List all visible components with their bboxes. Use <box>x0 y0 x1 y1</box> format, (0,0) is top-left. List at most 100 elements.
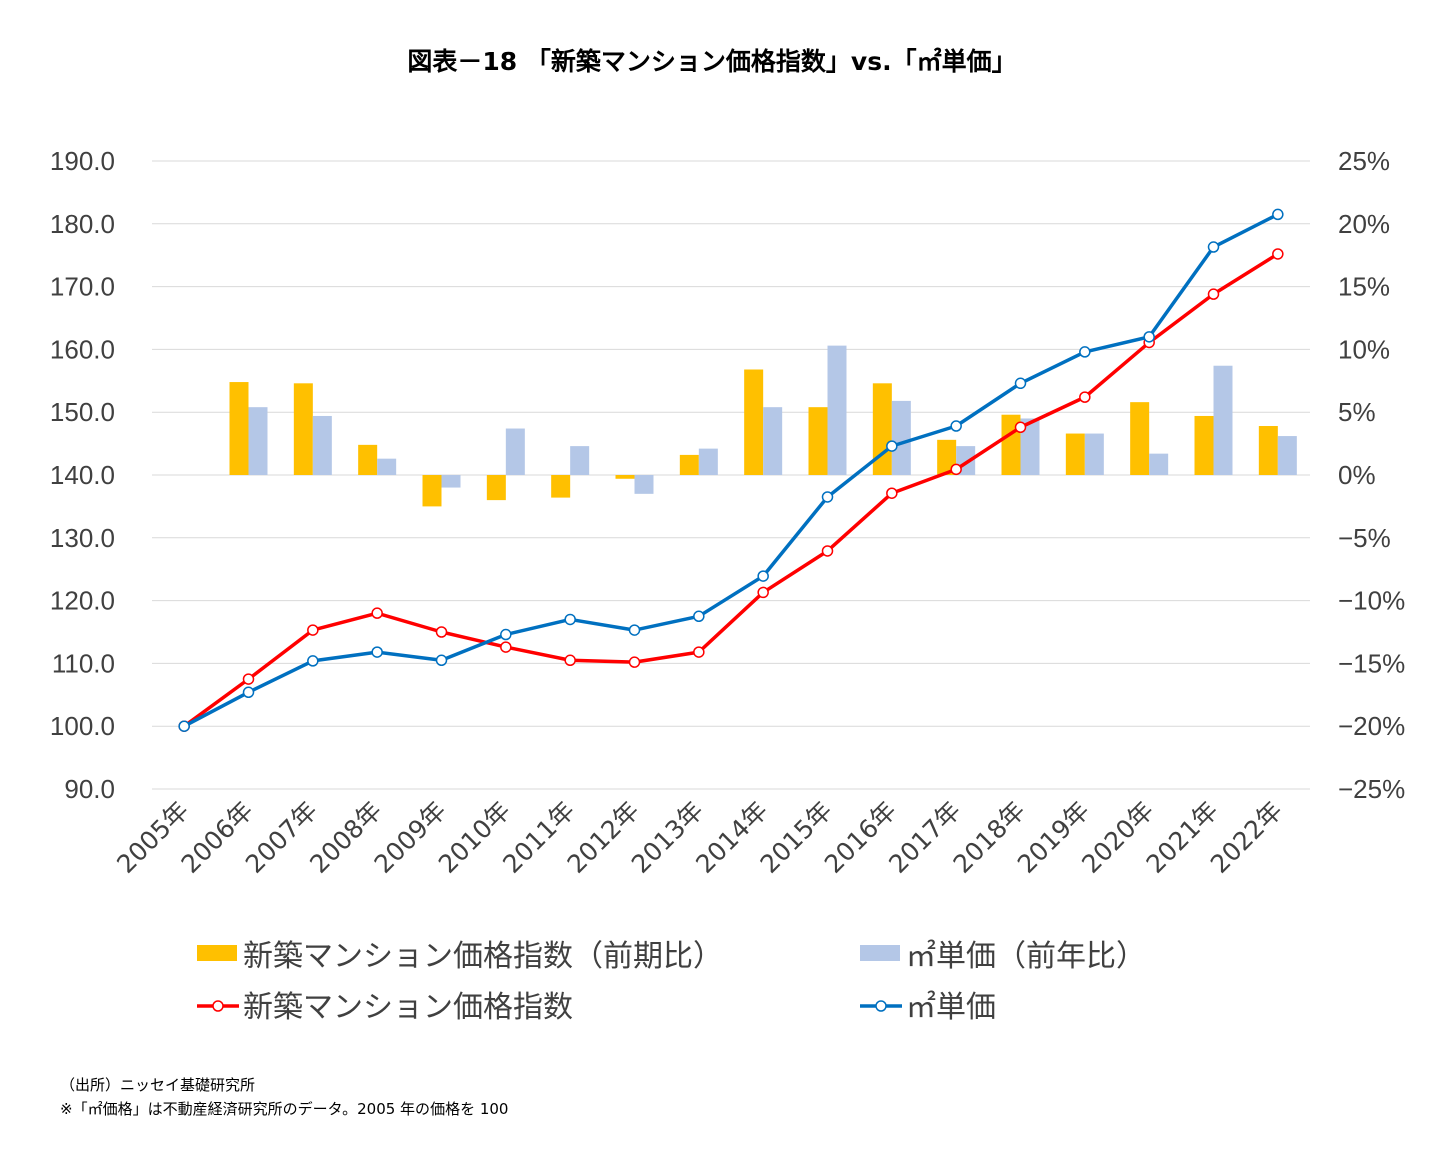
bar-sqm-change <box>634 475 654 494</box>
bar-index-change <box>551 475 571 498</box>
source-note: （出所）ニッセイ基礎研究所 <box>60 1076 256 1094</box>
right-tick-label: −20% <box>1338 711 1405 741</box>
x-tick-label: 2012年 <box>562 796 645 879</box>
bar-sqm-change <box>441 475 461 488</box>
point-sqm-price <box>1143 331 1155 343</box>
point-price-index <box>693 646 705 658</box>
bar-sqm-change <box>1149 453 1169 475</box>
point-sqm-price <box>178 720 190 732</box>
line-sqm-price <box>183 212 1279 728</box>
legend-swatch <box>197 945 237 961</box>
bar-index-change <box>679 454 699 475</box>
legend-label: 新築マンション価格指数（前期比） <box>243 939 723 974</box>
point-price-index <box>371 607 383 619</box>
left-tick-label: 100.0 <box>50 711 115 741</box>
point-sqm-price <box>886 440 898 452</box>
right-tick-label: −10% <box>1338 586 1405 616</box>
point-sqm-price <box>1272 208 1284 221</box>
x-tick-label: 2006年 <box>176 796 259 879</box>
bar-sqm-change <box>570 446 590 475</box>
chart-title: 図表－18 「新築マンション価格指数」vs.「㎡単価」 <box>407 47 1016 76</box>
point-price-index <box>307 624 319 636</box>
point-price-index <box>628 656 641 668</box>
x-tick-label: 2010年 <box>433 796 516 879</box>
point-price-index <box>821 545 834 557</box>
x-tick-label: 2019年 <box>1012 796 1095 879</box>
bar-sqm-change <box>1084 433 1104 475</box>
x-tick-label: 2011年 <box>497 796 580 879</box>
bar-index-change <box>615 475 635 479</box>
bar-sqm-change <box>1277 436 1297 475</box>
point-price-index <box>564 654 576 667</box>
point-sqm-price <box>757 570 769 582</box>
remark-note: ※「㎡価格」は不動産経済研究所のデータ。2005 年の価格を 100 <box>60 1100 509 1118</box>
x-tick-label: 2007年 <box>240 796 323 879</box>
bar-index-change <box>486 475 506 501</box>
x-tick-label: 2021年 <box>1141 796 1224 879</box>
point-price-index <box>950 463 962 476</box>
bar-index-change <box>1258 426 1278 475</box>
legend-marker <box>875 1000 887 1012</box>
left-tick-label: 90.0 <box>64 774 115 804</box>
point-price-index <box>1079 391 1091 403</box>
point-sqm-price <box>693 610 705 623</box>
point-sqm-price <box>1079 346 1091 358</box>
x-tick-label: 2009年 <box>369 796 452 879</box>
legend-swatch <box>860 945 900 961</box>
bar-sqm-change <box>377 458 397 475</box>
x-tick-label: 2022年 <box>1205 796 1288 879</box>
bar-sqm-change <box>312 415 332 475</box>
left-tick-label: 180.0 <box>50 209 115 239</box>
point-price-index <box>435 626 448 638</box>
point-sqm-price <box>950 420 962 432</box>
x-tick-label: 2017年 <box>883 796 966 879</box>
point-sqm-price <box>307 655 319 667</box>
point-price-index <box>1207 288 1220 300</box>
right-tick-label: −15% <box>1338 648 1405 678</box>
bar-index-change <box>808 407 828 475</box>
left-tick-label: 110.0 <box>52 648 115 678</box>
point-sqm-price <box>242 686 255 699</box>
point-price-index <box>500 641 512 653</box>
right-tick-label: −25% <box>1338 774 1405 804</box>
right-tick-label: 0% <box>1338 460 1376 490</box>
bar-sqm-change <box>1213 365 1233 475</box>
x-tick-label: 2005年 <box>111 796 194 879</box>
point-price-index <box>1272 248 1284 260</box>
left-tick-label: 190.0 <box>50 146 115 176</box>
right-tick-label: 5% <box>1338 397 1376 427</box>
point-sqm-price <box>500 628 512 641</box>
bar-index-change <box>1194 415 1214 475</box>
bar-sqm-change <box>505 428 525 475</box>
left-tick-label: 140.0 <box>50 460 115 490</box>
right-tick-label: 25% <box>1338 146 1390 176</box>
x-tick-label: 2018年 <box>948 796 1031 879</box>
point-price-index <box>886 487 898 499</box>
x-tick-label: 2008年 <box>304 796 387 879</box>
right-tick-label: 10% <box>1338 334 1390 364</box>
point-price-index <box>1014 421 1027 434</box>
legend-label: ㎡単価 <box>906 990 996 1025</box>
bar-index-change <box>1130 402 1150 475</box>
bar-sqm-change <box>248 407 268 475</box>
point-price-index <box>757 586 769 599</box>
bar-index-change <box>229 382 249 475</box>
left-tick-label: 130.0 <box>50 523 115 553</box>
bar-index-change <box>744 369 764 475</box>
bar-sqm-change <box>698 448 718 475</box>
bar-sqm-change <box>763 407 783 475</box>
point-sqm-price <box>628 624 641 636</box>
x-tick-label: 2020年 <box>1076 796 1159 879</box>
point-sqm-price <box>564 613 576 626</box>
x-tick-label: 2014年 <box>690 796 773 879</box>
point-sqm-price <box>1014 377 1027 390</box>
point-sqm-price <box>371 646 383 658</box>
line-price-index <box>183 252 1279 728</box>
right-tick-label: 20% <box>1338 209 1390 239</box>
left-tick-label: 120.0 <box>50 586 115 616</box>
right-tick-label: 15% <box>1338 272 1390 302</box>
left-tick-label: 150.0 <box>50 397 115 427</box>
point-sqm-price <box>1207 241 1220 253</box>
left-tick-label: 170.0 <box>50 272 115 302</box>
point-sqm-price <box>435 654 448 667</box>
